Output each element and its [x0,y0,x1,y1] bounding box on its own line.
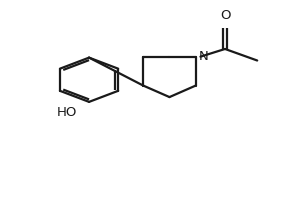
Text: N: N [199,50,209,63]
Text: HO: HO [57,106,77,119]
Text: O: O [220,10,230,22]
